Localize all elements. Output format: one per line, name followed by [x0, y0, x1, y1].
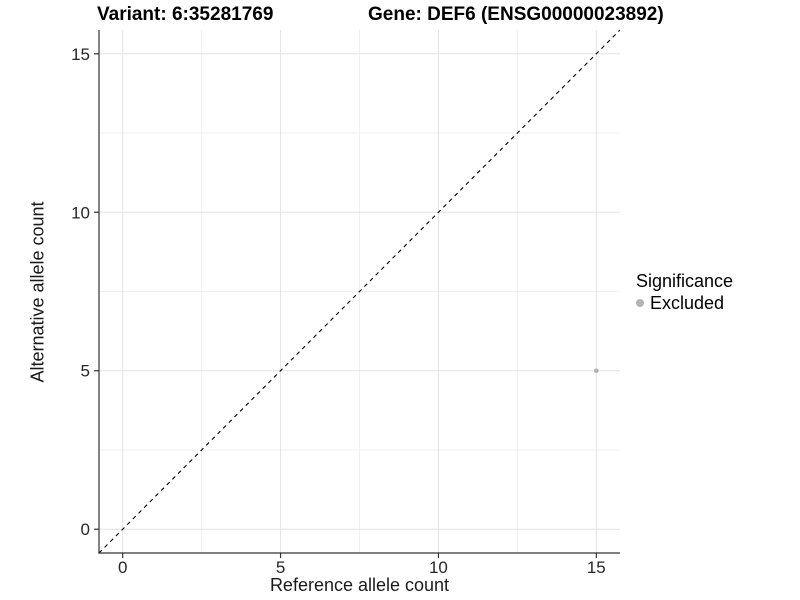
- x-axis-title: Reference allele count: [269, 575, 450, 595]
- y-tick-label: 0: [81, 520, 90, 539]
- legend-title: Significance: [636, 271, 734, 291]
- y-tick-label: 5: [81, 362, 90, 381]
- chart-title-variant: Variant: 6:35281769: [97, 4, 274, 25]
- legend-item-excluded: Excluded: [636, 293, 733, 313]
- identity-line: [98, 29, 621, 554]
- legend-key-dot: [636, 299, 644, 307]
- x-tick-label: 5: [276, 558, 285, 577]
- chart-title-gene: Gene: DEF6 (ENSG00000023892): [368, 4, 664, 25]
- x-tick-label: 10: [429, 558, 448, 577]
- data-point: [594, 368, 599, 374]
- y-axis-title: Alternative allele count: [27, 201, 48, 383]
- legend-item-label: Excluded: [650, 292, 725, 313]
- y-tick-label: 15: [71, 45, 90, 64]
- x-tick-label: 15: [587, 558, 606, 577]
- legend: Significance Excluded: [636, 271, 733, 313]
- x-tick-label: 0: [118, 558, 127, 577]
- y-tick-label: 10: [71, 203, 90, 222]
